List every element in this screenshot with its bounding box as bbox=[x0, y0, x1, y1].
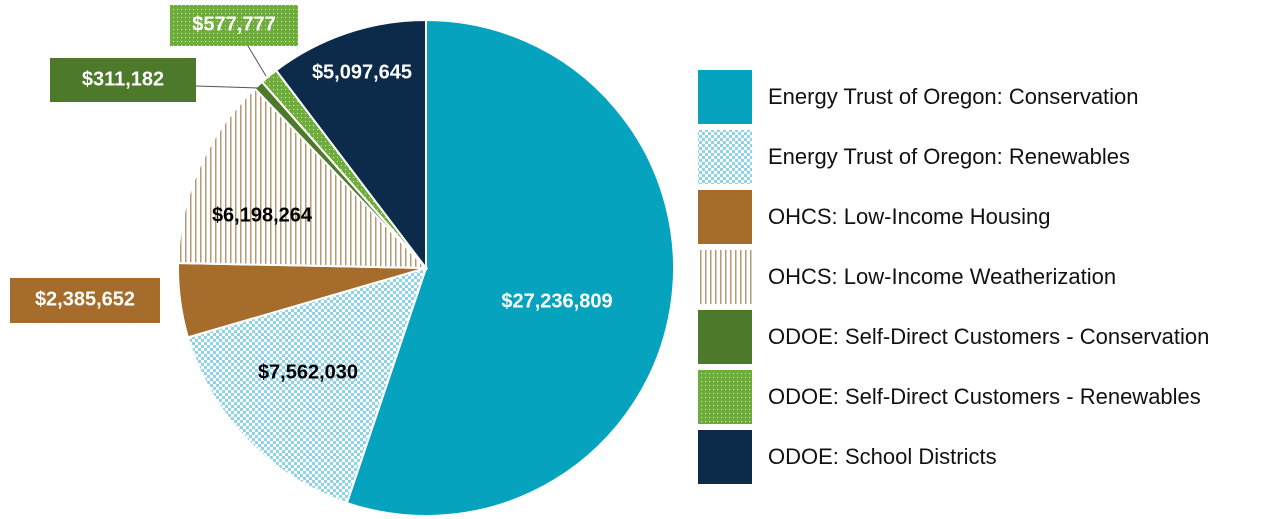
legend-swatch bbox=[698, 250, 752, 304]
legend-swatch bbox=[698, 130, 752, 184]
data-label: $27,236,809 bbox=[501, 290, 612, 312]
data-label: $2,385,652 bbox=[35, 288, 135, 310]
legend-swatch bbox=[698, 190, 752, 244]
legend-label: ODOE: Self-Direct Customers - Conservati… bbox=[768, 324, 1209, 349]
legend-label: Energy Trust of Oregon: Conservation bbox=[768, 84, 1139, 109]
data-label: $6,198,264 bbox=[212, 204, 313, 226]
legend-swatch bbox=[698, 430, 752, 484]
legend-label: ODOE: School Districts bbox=[768, 444, 997, 469]
pie-slice bbox=[274, 18, 427, 271]
data-label: $577,777 bbox=[192, 13, 275, 35]
leader-line bbox=[247, 45, 267, 77]
legend-swatch bbox=[698, 70, 752, 124]
data-label: $5,097,645 bbox=[312, 61, 412, 83]
data-label: $311,182 bbox=[82, 68, 164, 90]
leader-line bbox=[195, 85, 259, 89]
label-box bbox=[50, 58, 196, 102]
data-label: $7,562,030 bbox=[258, 361, 358, 383]
pie-slice bbox=[345, 18, 675, 517]
pie-slice bbox=[177, 87, 429, 270]
pie-slice bbox=[186, 266, 428, 505]
legend-label: OHCS: Low-Income Weatherization bbox=[768, 264, 1116, 289]
legend-label: OHCS: Low-Income Housing bbox=[768, 204, 1050, 229]
legend-swatch bbox=[698, 310, 752, 364]
legend-label: Energy Trust of Oregon: Renewables bbox=[768, 144, 1130, 169]
legend-label: ODOE: Self-Direct Customers - Renewables bbox=[768, 384, 1201, 409]
legend-swatch bbox=[698, 370, 752, 424]
label-box bbox=[170, 5, 298, 46]
label-box bbox=[10, 278, 160, 323]
